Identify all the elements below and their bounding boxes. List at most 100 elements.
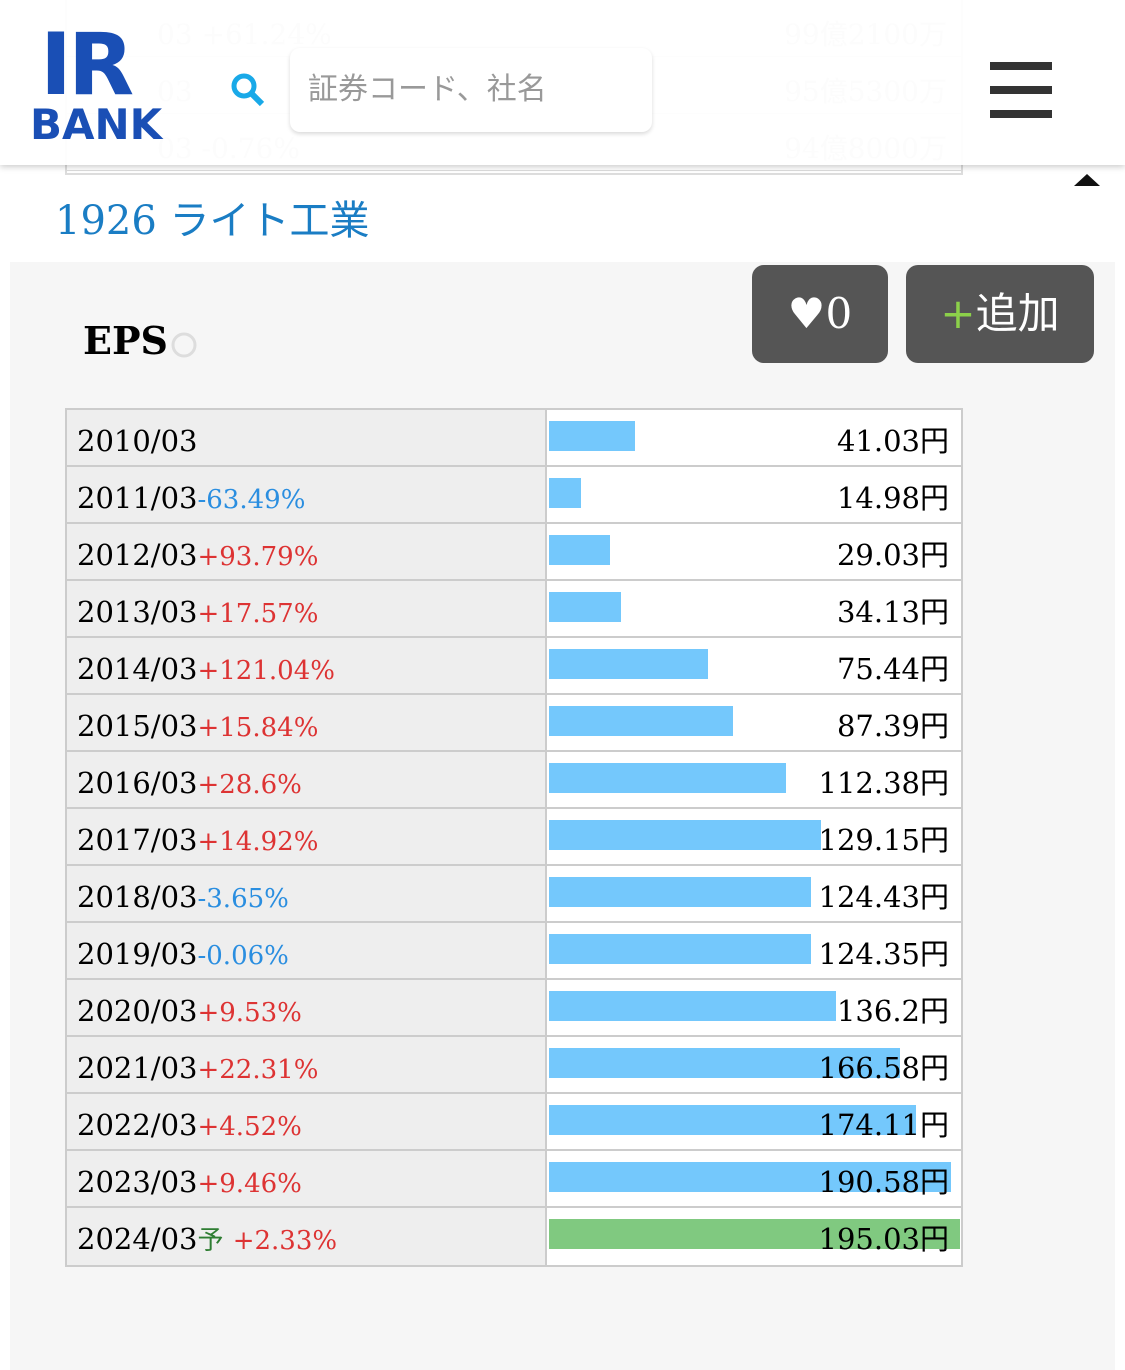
table-row: 2021/03+22.31% 166.58円 xyxy=(67,1037,961,1094)
value-label: 136.2円 xyxy=(836,994,949,1028)
change: +4.52% xyxy=(197,1112,302,1142)
bar xyxy=(549,991,837,1021)
logo[interactable]: IR xyxy=(40,15,134,115)
period: 2022/03 xyxy=(77,1108,198,1142)
period: 2016/03 xyxy=(77,766,198,800)
period-cell: 2024/03予 +2.33% xyxy=(67,1208,547,1265)
bar xyxy=(549,934,812,964)
company-title: 1926 ライト工業 xyxy=(55,198,370,244)
period: 2015/03 xyxy=(77,709,198,743)
search-icon[interactable] xyxy=(230,72,266,108)
change: +93.79% xyxy=(197,542,319,572)
table-row: 2023/03+9.46% 190.58円 xyxy=(67,1151,961,1208)
add-label: 追加 xyxy=(975,289,1060,338)
period: 2020/03 xyxy=(77,994,198,1028)
bar xyxy=(549,877,812,907)
add-button[interactable]: +追加 xyxy=(906,265,1094,363)
change: -0.06% xyxy=(197,941,289,971)
period-cell: 2013/03+17.57% xyxy=(67,581,547,636)
bar xyxy=(549,649,708,679)
bar xyxy=(549,592,621,622)
period: 2011/03 xyxy=(77,481,198,515)
value-label: 14.98円 xyxy=(836,481,949,515)
table-row: 2020/03+9.53% 136.2円 xyxy=(67,980,961,1037)
period-cell: 2016/03+28.6% xyxy=(67,752,547,807)
like-button[interactable]: ♥0 xyxy=(752,265,888,363)
table-row: 2017/03+14.92% 129.15円 xyxy=(67,809,961,866)
value-label: 75.44円 xyxy=(836,652,949,686)
bar xyxy=(549,1048,901,1078)
forecast-mark: 予 xyxy=(197,1226,224,1256)
table-row: 2011/03-63.49% 14.98円 xyxy=(67,467,961,524)
table-row: 2010/03 41.03円 xyxy=(67,410,961,467)
period: 2019/03 xyxy=(77,937,198,971)
bar xyxy=(549,706,734,736)
period-cell: 2014/03+121.04% xyxy=(67,638,547,693)
table-row: 2013/03+17.57% 34.13円 xyxy=(67,581,961,638)
period-cell: 2019/03-0.06% xyxy=(67,923,547,978)
value-label: 29.03円 xyxy=(836,538,949,572)
like-count: 0 xyxy=(825,289,853,338)
period-cell: 2021/03+22.31% xyxy=(67,1037,547,1092)
value-label: 129.15円 xyxy=(818,823,949,857)
bar xyxy=(549,478,581,508)
period-cell: 2020/03+9.53% xyxy=(67,980,547,1035)
change: +9.46% xyxy=(197,1169,302,1199)
table-row: 2014/03+121.04% 75.44円 xyxy=(67,638,961,695)
period: 2014/03 xyxy=(77,652,198,686)
value-label: 166.58円 xyxy=(818,1051,949,1085)
table-row: 2024/03予 +2.33% 195.03円 xyxy=(67,1208,961,1265)
table-row: 2016/03+28.6% 112.38円 xyxy=(67,752,961,809)
period-cell: 2015/03+15.84% xyxy=(67,695,547,750)
logo-text[interactable]: BANK xyxy=(30,100,163,149)
value-label: 124.43円 xyxy=(818,880,949,914)
bar xyxy=(549,535,611,565)
help-icon[interactable] xyxy=(170,331,198,359)
scroll-top[interactable] xyxy=(1072,172,1102,188)
period-cell: 2010/03 xyxy=(67,410,547,465)
table-row: 2015/03+15.84% 87.39円 xyxy=(67,695,961,752)
change: +9.53% xyxy=(197,998,302,1028)
change: +2.33% xyxy=(232,1226,338,1256)
period: 2018/03 xyxy=(77,880,198,914)
period: 2017/03 xyxy=(77,823,198,857)
header: IR BANK 証券コード、社名 xyxy=(0,0,1125,165)
value-label: 112.38円 xyxy=(818,766,949,800)
change: +22.31% xyxy=(197,1055,319,1085)
bar xyxy=(549,1219,960,1249)
change: +121.04% xyxy=(197,656,335,686)
search-input[interactable]: 証券コード、社名 xyxy=(290,48,652,132)
change: -3.65% xyxy=(197,884,289,914)
value-label: 195.03円 xyxy=(818,1222,949,1256)
period-cell: 2012/03+93.79% xyxy=(67,524,547,579)
period: 2024/03 xyxy=(77,1222,198,1256)
change: +14.92% xyxy=(197,827,319,857)
menu-icon[interactable] xyxy=(990,62,1052,118)
bar xyxy=(549,421,636,451)
table-row: 2019/03-0.06% 124.35円 xyxy=(67,923,961,980)
table-row: 2022/03+4.52% 174.11円 xyxy=(67,1094,961,1151)
period-cell: 2011/03-63.49% xyxy=(67,467,547,522)
change: -63.49% xyxy=(197,485,306,515)
period: 2012/03 xyxy=(77,538,198,572)
bar xyxy=(549,820,822,850)
period-cell: 2023/03+9.46% xyxy=(67,1151,547,1206)
value-label: 124.35円 xyxy=(818,937,949,971)
change: +15.84% xyxy=(197,713,319,743)
period-cell: 2017/03+14.92% xyxy=(67,809,547,864)
value-label: 174.11円 xyxy=(818,1108,949,1142)
period: 2013/03 xyxy=(77,595,198,629)
change: +28.6% xyxy=(197,770,302,800)
table-row: 2012/03+93.79% 29.03円 xyxy=(67,524,961,581)
period: 2010/03 xyxy=(77,424,198,458)
table-row: 2018/03-3.65% 124.43円 xyxy=(67,866,961,923)
section-title: EPS xyxy=(83,318,168,363)
bar xyxy=(549,1162,951,1192)
period-cell: 2022/03+4.52% xyxy=(67,1094,547,1149)
period-cell: 2018/03-3.65% xyxy=(67,866,547,921)
value-label: 34.13円 xyxy=(836,595,949,629)
bar xyxy=(549,1105,916,1135)
value-label: 87.39円 xyxy=(836,709,949,743)
eps-table: 2010/03 41.03円 2011/03-63.49% 14.98円 2012/03… xyxy=(65,408,963,1267)
